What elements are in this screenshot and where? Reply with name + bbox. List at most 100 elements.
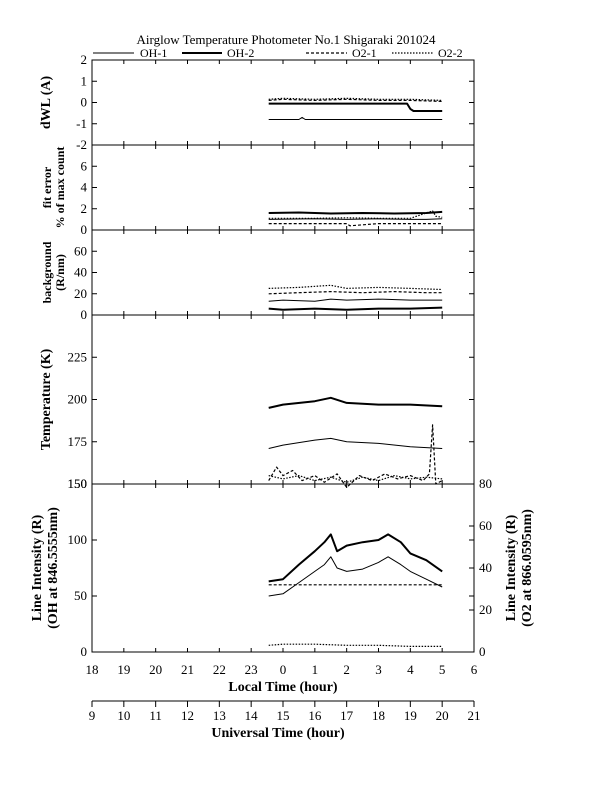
x-tick-label-local: 21 — [181, 662, 194, 677]
y-axis-label-2: (OH at 846.5555nm) — [46, 507, 61, 629]
x-tick-label-local: 0 — [280, 662, 287, 677]
y-tick-label: 40 — [74, 265, 87, 280]
panel-frame — [91, 144, 475, 231]
y-tick-label: 0 — [81, 222, 88, 237]
series-o2-1 — [268, 98, 443, 102]
y-tick-label: 150 — [68, 476, 88, 491]
panel-frame — [91, 59, 475, 146]
series-o2-2 — [268, 97, 443, 101]
y-tick-label: -1 — [76, 116, 87, 131]
y-tick-label: 4 — [81, 180, 88, 195]
x-tick-label-local: 4 — [407, 662, 414, 677]
y-tick-label: 0 — [81, 95, 88, 110]
x-tick-label-local: 3 — [375, 662, 382, 677]
series-oh-1 — [268, 298, 443, 302]
x-tick-label-local: 5 — [439, 662, 446, 677]
y-tick-label: 1 — [81, 73, 88, 88]
x-tick-label-ut: 10 — [117, 708, 130, 723]
x-tick-label-ut: 20 — [436, 708, 449, 723]
y-tick-label: 175 — [68, 434, 88, 449]
x-tick-label-local: 1 — [312, 662, 319, 677]
series-oh-1 — [268, 116, 443, 120]
y-tick-label: 0 — [81, 644, 88, 659]
panel-3: 60 40 20 0 background (R/nm) — [40, 229, 475, 322]
y-right-tick-label: 80 — [479, 476, 492, 491]
series-oh-2 — [268, 210, 443, 215]
y-right-tick-label: 60 — [479, 518, 492, 533]
y-tick-label: 6 — [81, 158, 88, 173]
series-o2-2 — [268, 210, 443, 219]
chart-title: Airglow Temperature Photometer No.1 Shig… — [137, 32, 437, 47]
y-tick-label: 150 — [68, 476, 88, 491]
x-tick-label-local: 20 — [149, 662, 162, 677]
series-oh-1 — [268, 437, 443, 449]
y-right-tick-label: 20 — [479, 602, 492, 617]
x-tick-label-local: 19 — [117, 662, 130, 677]
x-tick-label-ut: 13 — [213, 708, 226, 723]
x-tick-label-local: 22 — [213, 662, 226, 677]
y-tick-label: -2 — [76, 137, 87, 152]
y-axis-label: fit error — [40, 166, 54, 208]
x-tick-label-ut: 17 — [340, 708, 354, 723]
x-tick-label-ut: 11 — [149, 708, 162, 723]
x-tick-label-ut: 12 — [181, 708, 194, 723]
y-tick-label: 50 — [74, 588, 87, 603]
x-tick-label-ut: 16 — [308, 708, 322, 723]
series-o2-2 — [268, 475, 443, 483]
y-right-tick-label: 40 — [479, 560, 492, 575]
y-axis-label-2: (R/nm) — [53, 254, 67, 291]
y-axis-label: Temperature (K) — [39, 348, 54, 450]
y-right-tick-label: 0 — [479, 644, 486, 659]
x-tick-label-ut: 15 — [277, 708, 290, 723]
legend-label-o2-1: O2-1 — [352, 46, 377, 60]
series-oh-2 — [268, 396, 443, 409]
y-tick-label: 100 — [68, 532, 88, 547]
x-axis-label-local: Local Time (hour) — [228, 680, 337, 695]
series-oh-1 — [268, 556, 443, 597]
panel-frame — [91, 229, 475, 316]
legend-label-oh-1: OH-1 — [140, 46, 167, 60]
series-o2-2 — [268, 284, 443, 291]
y-axis-label: dWL (A) — [39, 76, 54, 130]
x-tick-label-ut: 19 — [404, 708, 417, 723]
series-oh-1 — [268, 218, 443, 220]
panel-frame — [91, 483, 475, 653]
x-tick-label-ut: 14 — [245, 708, 259, 723]
y-axis-label: background — [40, 241, 54, 303]
y-axis-label-2: % of max count — [53, 147, 67, 229]
y-tick-label: 2 — [81, 52, 88, 67]
series-oh-2 — [268, 306, 443, 311]
x-tick-label-local: 2 — [343, 662, 350, 677]
y-tick-label: 2 — [81, 201, 88, 216]
series-o2-1 — [268, 291, 443, 295]
y-tick-label: 20 — [74, 286, 87, 301]
y-tick-label: 200 — [68, 392, 88, 407]
y-tick-label: 60 — [74, 243, 87, 258]
series-o2-1 — [268, 223, 443, 227]
x-tick-label-local: 6 — [471, 662, 478, 677]
x-tick-label-local: 23 — [245, 662, 258, 677]
x-tick-label-ut: 18 — [372, 708, 385, 723]
x-tick-label-ut: 9 — [89, 708, 96, 723]
x-tick-label-ut: 21 — [468, 708, 481, 723]
y-right-axis-label-2: (O2 at 866.0595nm) — [520, 509, 535, 627]
series-oh-2 — [268, 102, 443, 112]
y-tick-label: 225 — [68, 349, 88, 364]
series-oh-2 — [268, 533, 443, 583]
panel-1: 2 1 0 -1 -2 dWL (A) — [39, 52, 475, 152]
panel-frame — [91, 314, 475, 485]
panel-2: 6 4 2 0 fit error% of max count — [40, 144, 475, 237]
panel-4: 225 200 175 150 Temperature (K) — [39, 314, 475, 491]
x-tick-label-local: 18 — [86, 662, 99, 677]
y-right-axis-label: Line Intensity (R) — [504, 514, 519, 621]
series-o2-1 — [268, 424, 443, 488]
series-o2-2 — [268, 643, 443, 648]
legend-label-o2-2: O2-2 — [438, 46, 463, 60]
legend-label-oh-2: OH-2 — [227, 46, 254, 60]
y-axis-label: Line Intensity (R) — [30, 514, 45, 621]
legend: OH-1 OH-2 O2-1 O2-2 — [93, 46, 463, 60]
